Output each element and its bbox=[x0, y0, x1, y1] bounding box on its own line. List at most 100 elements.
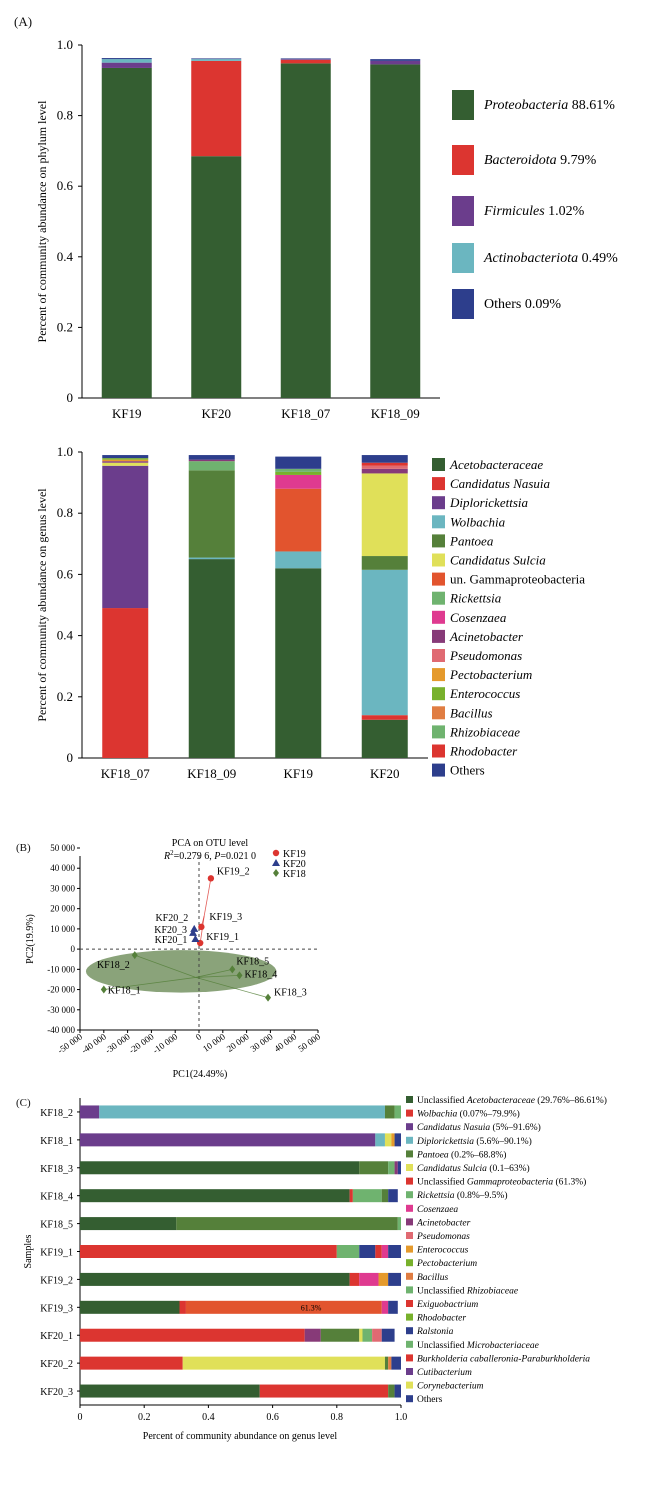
legend-swatch bbox=[432, 629, 445, 643]
x-tick-label: KF18_09 bbox=[371, 406, 420, 421]
legend-swatch bbox=[406, 1150, 413, 1158]
legend-swatch bbox=[432, 668, 445, 682]
legend-swatch bbox=[432, 706, 445, 720]
legend-entry: Rhizobiaceae bbox=[449, 724, 520, 739]
panel-label-c: (C) bbox=[16, 1097, 31, 1109]
legend-swatch bbox=[432, 553, 445, 567]
x-tick-label: KF19 bbox=[112, 406, 142, 421]
bar-segment bbox=[320, 1328, 360, 1342]
bar-segment bbox=[102, 458, 149, 460]
x-tick-label: 0.2 bbox=[138, 1412, 151, 1423]
bar-segment bbox=[80, 1217, 177, 1231]
legend-entry: Acinetobacter bbox=[449, 629, 524, 644]
phylum-abundance-chart: 0 0.2 0.4 0.6 0.8 1.0 Percent of community abu… bbox=[35, 37, 618, 421]
legend-entry: Ralstonia bbox=[416, 1327, 454, 1337]
y-tick-label: 0.2 bbox=[57, 689, 73, 704]
bar-segment bbox=[370, 60, 421, 65]
x-tick-label: -40 000 bbox=[79, 1031, 108, 1055]
legend-swatch bbox=[406, 1164, 413, 1171]
x-tick-label: -20 000 bbox=[127, 1031, 156, 1055]
pca-point bbox=[198, 923, 205, 931]
y-tick-label: KF18_1 bbox=[40, 1136, 73, 1147]
bar-segment bbox=[336, 1245, 360, 1258]
bar-segment bbox=[102, 465, 149, 609]
bar-segment bbox=[275, 551, 322, 569]
bar-segment bbox=[349, 1189, 353, 1203]
y-axis-label: Percent of community abundance on genus … bbox=[35, 488, 49, 722]
legend-swatch bbox=[432, 725, 445, 739]
bar-segment bbox=[275, 568, 322, 758]
bar-segment bbox=[397, 1217, 401, 1231]
y-tick-label: 0.4 bbox=[57, 628, 74, 643]
bar-segment bbox=[388, 1272, 401, 1286]
legend-entry: Corynebacterium bbox=[417, 1382, 484, 1392]
bar-segment bbox=[191, 60, 242, 157]
bar-segment bbox=[394, 1133, 401, 1147]
bar-segment bbox=[391, 1356, 401, 1370]
bar-segment bbox=[188, 557, 235, 560]
bar-segment bbox=[359, 1272, 379, 1286]
bar-segment bbox=[394, 1384, 401, 1398]
x-tick-label: 40 000 bbox=[272, 1031, 298, 1054]
bar-segment bbox=[361, 569, 408, 716]
centroid-connector bbox=[134, 954, 196, 978]
bar-segment bbox=[394, 1105, 401, 1119]
legend-swatch bbox=[432, 458, 445, 471]
y-tick-label: 30 000 bbox=[50, 883, 75, 893]
x-tick-label: KF19 bbox=[283, 766, 313, 781]
bar-segment bbox=[375, 1133, 385, 1147]
bar-segment bbox=[188, 559, 235, 758]
legend-swatch bbox=[406, 1123, 413, 1131]
bar-segment bbox=[370, 64, 421, 398]
bar-segment bbox=[388, 1161, 395, 1175]
y-tick-label: 0.4 bbox=[57, 249, 74, 264]
bar-segment bbox=[191, 58, 242, 60]
bar-segment bbox=[80, 1105, 100, 1119]
y-tick-label: KF20_2 bbox=[40, 1359, 73, 1370]
bar-segment bbox=[375, 1245, 382, 1258]
y-tick-label: 0 bbox=[67, 750, 74, 765]
y-tick-label: -10 000 bbox=[47, 964, 75, 974]
legend-entry: Pantoea (0.2%–68.8%) bbox=[416, 1149, 506, 1160]
pca-point-label: KF19_3 bbox=[209, 912, 242, 923]
bar-segment bbox=[361, 719, 408, 758]
bar-segment bbox=[280, 63, 331, 399]
legend-swatch bbox=[432, 477, 445, 491]
legend-entry: Bacteroidota 9.79% bbox=[484, 153, 597, 168]
bar-segment bbox=[188, 461, 235, 471]
bar-segment bbox=[102, 608, 149, 758]
x-tick-label: 10 000 bbox=[201, 1031, 227, 1054]
legend-swatch bbox=[452, 196, 474, 226]
legend-entry: Pectobacterium bbox=[449, 667, 532, 682]
legend-entry: Acinetobacter bbox=[416, 1218, 471, 1228]
x-axis-label: Percent of community abundance on genus … bbox=[143, 1431, 338, 1442]
legend-entry: Actinobacteriota 0.49% bbox=[483, 251, 618, 266]
legend-swatch bbox=[452, 289, 474, 319]
legend-entry: Candidatus Sulcia (0.1–63%) bbox=[417, 1163, 530, 1174]
y-tick-label: -30 000 bbox=[47, 1005, 75, 1015]
bar-segment bbox=[304, 1328, 321, 1342]
legend-swatch bbox=[406, 1381, 413, 1389]
bar-segment bbox=[101, 62, 152, 68]
bar-segment bbox=[102, 461, 149, 463]
sample-genus-chart: KF18_2 KF18_1 KF18_3 KF18_4 KF18_5 KF19_1 KF19… bbox=[23, 1095, 607, 1442]
legend-swatch bbox=[406, 1232, 413, 1239]
bar-segment bbox=[102, 459, 149, 462]
bar-segment bbox=[361, 715, 408, 720]
bar-segment bbox=[384, 1133, 392, 1147]
bar-segment bbox=[280, 59, 331, 64]
bar-segment bbox=[101, 58, 152, 60]
x-axis-label: PC1(24.49%) bbox=[173, 1069, 228, 1080]
x-tick-label: 0.4 bbox=[202, 1412, 215, 1423]
legend-entry: Rhodobacter bbox=[449, 744, 518, 759]
pca-point-label: KF19_1 bbox=[206, 932, 239, 943]
legend-swatch bbox=[432, 763, 445, 777]
y-tick-label: KF18_4 bbox=[40, 1192, 73, 1203]
legend-swatch bbox=[432, 610, 445, 624]
legend-entry: Unclassified Gammaproteobacteria (61.3%) bbox=[417, 1177, 586, 1188]
legend-swatch bbox=[406, 1395, 413, 1403]
x-tick-label: 50 000 bbox=[296, 1031, 322, 1054]
legend-entry: Exiguobactrium bbox=[416, 1300, 478, 1310]
x-tick-label: KF20 bbox=[201, 406, 231, 421]
